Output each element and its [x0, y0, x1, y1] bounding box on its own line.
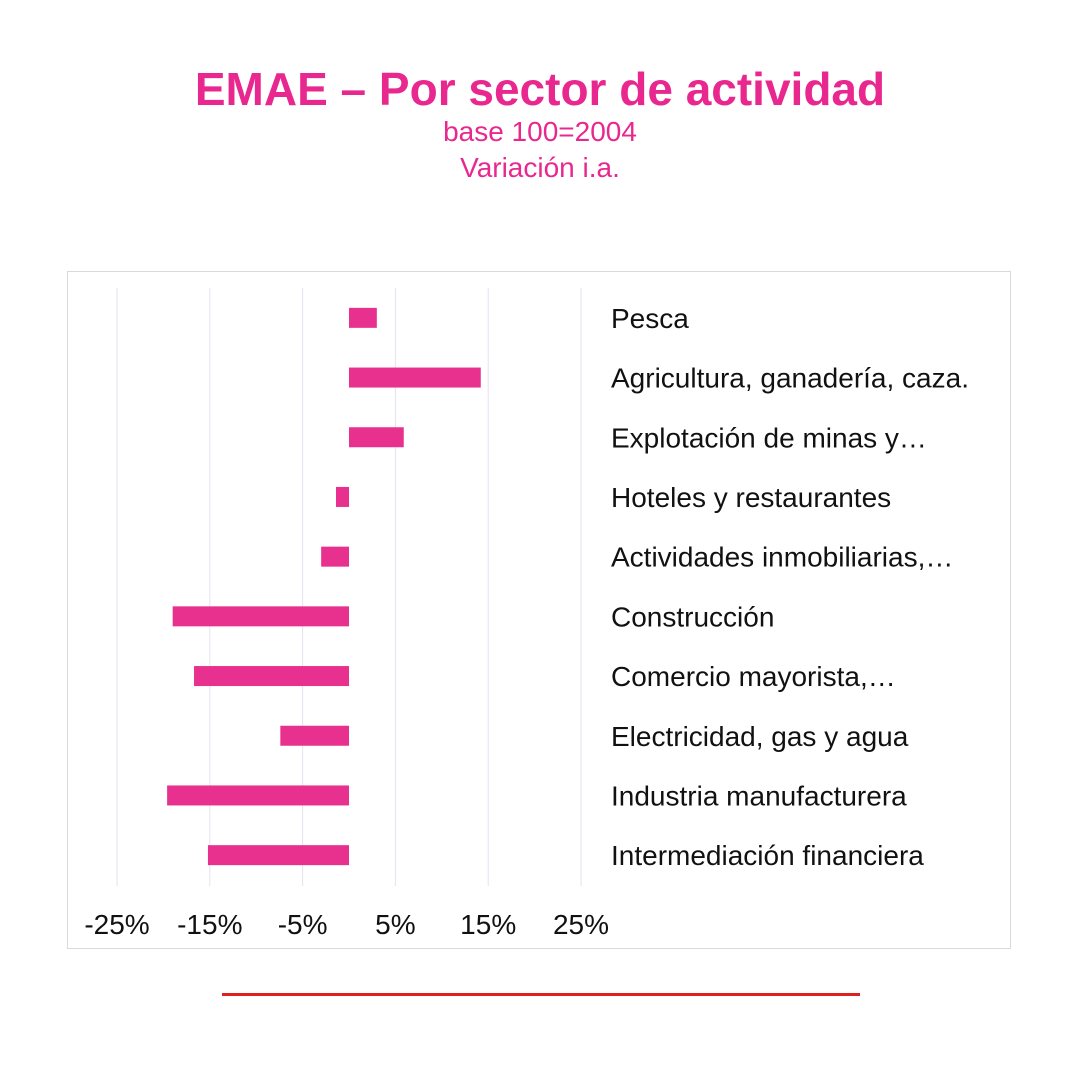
bar [172, 606, 349, 627]
chart-subtitle-variation: Variación i.a. [460, 152, 620, 183]
chart-title: EMAE – Por sector de actividad [194, 63, 886, 115]
category-label: Agricultura, ganadería, caza. [611, 363, 969, 394]
footer-rule [222, 993, 860, 996]
x-tick-label: 15% [460, 909, 516, 940]
x-tick-label: -15% [177, 909, 242, 940]
bar [349, 367, 481, 388]
x-tick-label: 25% [553, 909, 609, 940]
chart-subtitle-base: base 100=2004 [443, 116, 637, 147]
bar [349, 427, 404, 448]
category-label: Actividades inmobiliarias,… [611, 542, 953, 573]
bars [167, 307, 481, 866]
gridlines [116, 288, 582, 886]
category-label: Construcción [611, 601, 774, 632]
category-label: Electricidad, gas y agua [611, 721, 909, 752]
bar [349, 307, 377, 328]
x-tick-labels: -25% -15% -5% 5% 15% 25% [84, 909, 609, 940]
x-tick-label: -5% [278, 909, 328, 940]
chart-frame: Pesca Agricultura, ganadería, caza. Explot… [67, 271, 1011, 949]
bar [321, 546, 349, 567]
category-label: Industria manufacturera [611, 780, 907, 811]
category-labels: Pesca Agricultura, ganadería, caza. Explot… [611, 303, 969, 871]
bar-chart: Pesca Agricultura, ganadería, caza. Explot… [84, 288, 969, 940]
bar [194, 666, 349, 687]
category-label: Intermediación financiera [611, 840, 924, 871]
bar [280, 725, 349, 746]
bar [336, 486, 349, 507]
x-tick-label: 5% [375, 909, 415, 940]
category-label: Pesca [611, 303, 689, 334]
category-label: Comercio mayorista,… [611, 661, 896, 692]
x-tick-label: -25% [84, 909, 149, 940]
bar [207, 845, 349, 866]
bar [167, 785, 349, 806]
category-label: Hoteles y restaurantes [611, 482, 891, 513]
category-label: Explotación de minas y… [611, 422, 927, 453]
